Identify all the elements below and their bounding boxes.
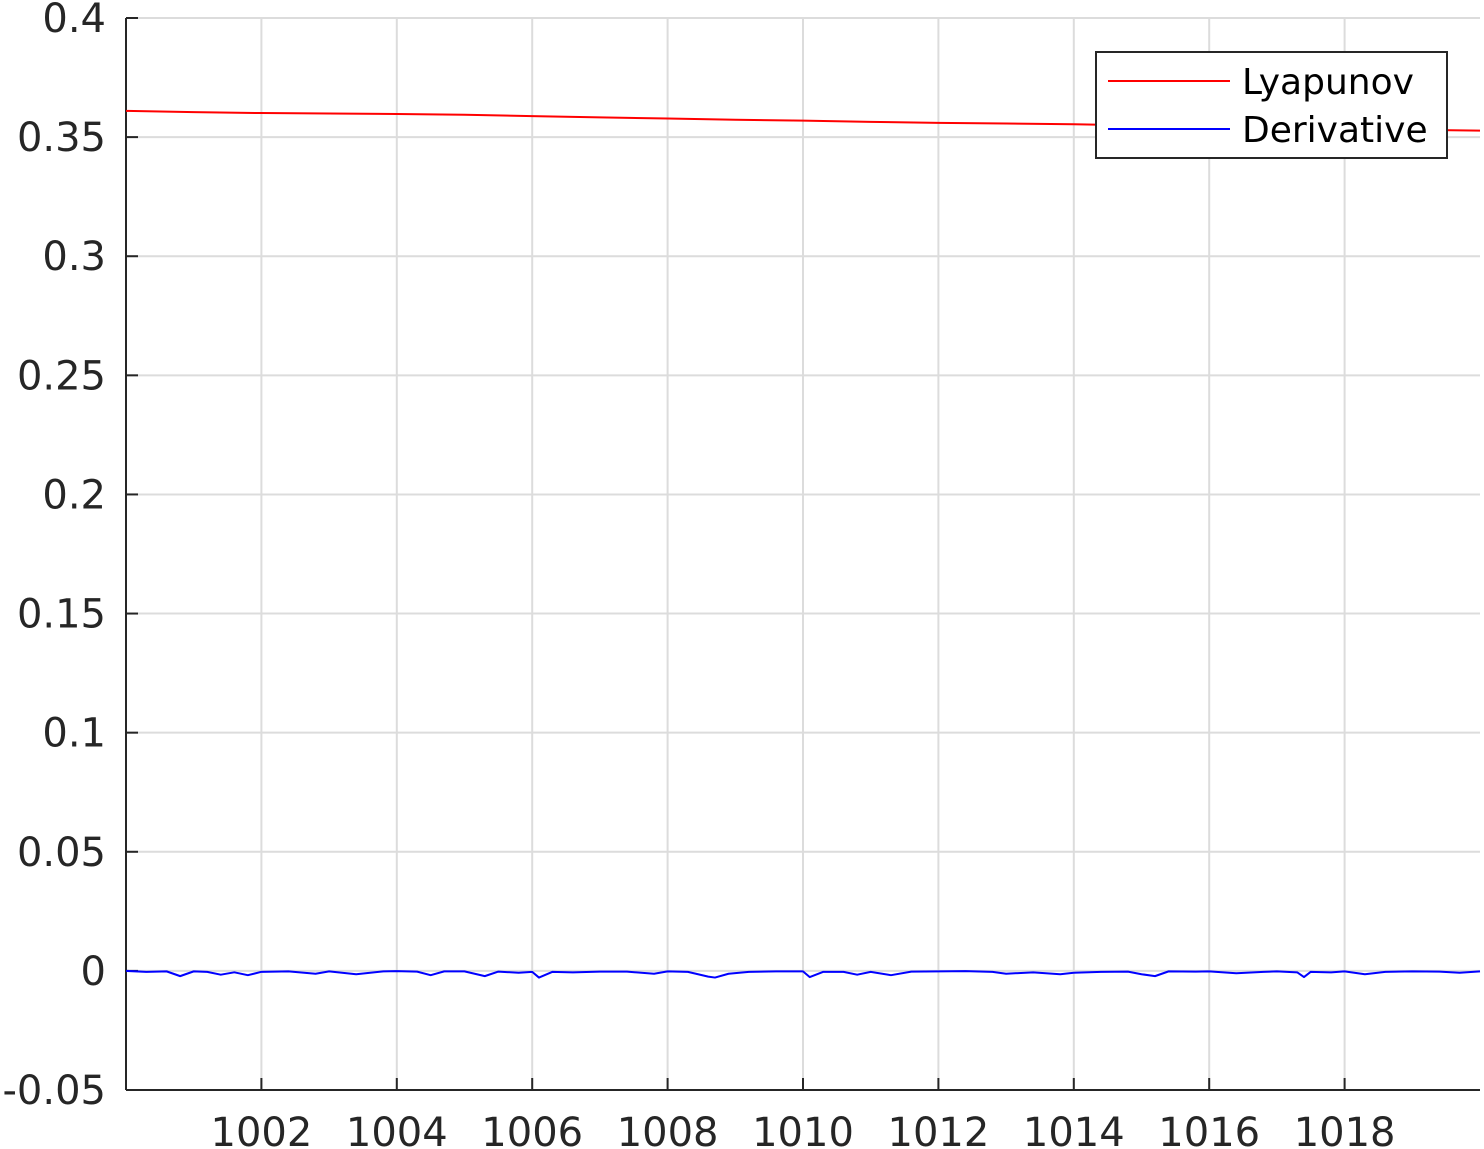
- x-tick-label: 1006: [481, 1110, 583, 1149]
- y-tick-label: 0.2: [42, 472, 106, 518]
- series-line-derivative: [125, 969, 1481, 979]
- y-axis-ticks: -0.05 0 0.05 0.1 0.15 0.2 0.25 0.3 0.35 0.4: [3, 0, 138, 1114]
- y-tick-label: 0.15: [17, 592, 106, 638]
- y-tick-label: 0.1: [42, 711, 106, 757]
- x-tick-label: 1014: [1023, 1110, 1125, 1149]
- y-tick-label: 0.25: [17, 353, 106, 399]
- y-tick-label: 0: [81, 949, 106, 995]
- x-tick-label: 1008: [617, 1110, 719, 1149]
- y-tick-label: 0.05: [17, 830, 106, 876]
- legend-label-lyapunov: Lyapunov: [1242, 62, 1414, 103]
- y-tick-label: 0.35: [17, 115, 106, 161]
- y-tick-label: 0.4: [42, 0, 106, 42]
- grid-lines: [126, 17, 1480, 1091]
- x-tick-label: 1018: [1294, 1110, 1396, 1149]
- y-tick-label: -0.05: [3, 1068, 107, 1114]
- y-tick-label: 0.3: [42, 234, 106, 280]
- x-tick-label: 1016: [1158, 1110, 1260, 1149]
- x-tick-label: 1012: [888, 1110, 990, 1149]
- x-tick-label: 1002: [211, 1110, 313, 1149]
- legend-box: [1095, 51, 1448, 159]
- legend-label-derivative: Derivative: [1242, 110, 1428, 151]
- x-tick-label: 1004: [346, 1110, 448, 1149]
- x-tick-label: 1010: [752, 1110, 854, 1149]
- x-axis-ticks: 1002 1004 1006 1008 1010 1012 1014 1016 1018: [211, 1078, 1396, 1149]
- legend: Lyapunov Derivative: [1095, 51, 1448, 159]
